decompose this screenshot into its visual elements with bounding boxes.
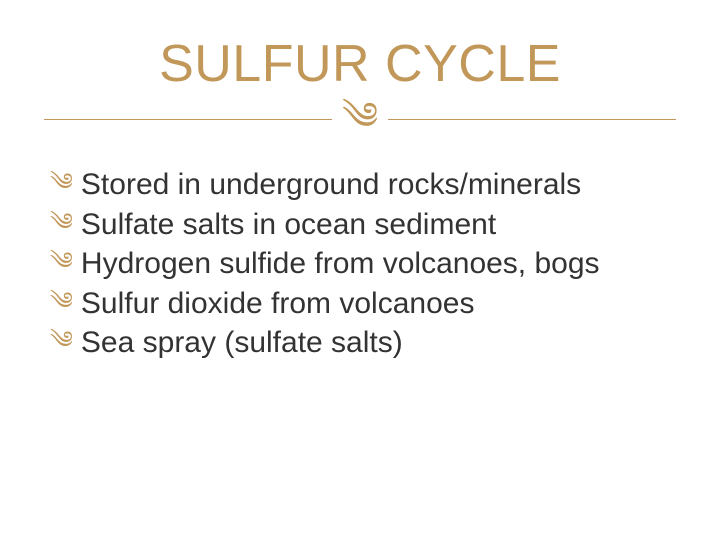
list-item: ༄ Sulfur dioxide from volcanoes — [50, 285, 676, 323]
bullet-icon: ༄ — [50, 289, 73, 317]
slide: SULFUR CYCLE ༄ ༄ Stored in underground r… — [0, 0, 720, 540]
list-item: ༄ Stored in underground rocks/minerals — [50, 166, 676, 204]
bullet-text: Sulfur dioxide from volcanoes — [81, 285, 475, 323]
bullet-icon: ༄ — [50, 328, 73, 356]
list-item: ༄ Sulfate salts in ocean sediment — [50, 206, 676, 244]
bullet-icon: ༄ — [50, 170, 73, 198]
list-item: ༄ Sea spray (sulfate salts) — [50, 324, 676, 362]
divider-line-left — [44, 119, 332, 120]
bullet-text: Sea spray (sulfate salts) — [81, 324, 403, 362]
divider-line-right — [388, 119, 676, 120]
bullet-text: Hydrogen sulfide from volcanoes, bogs — [81, 245, 600, 283]
bullet-list: ༄ Stored in underground rocks/minerals ༄… — [44, 166, 676, 362]
bullet-text: Sulfate salts in ocean sediment — [81, 206, 496, 244]
slide-title: SULFUR CYCLE — [44, 34, 676, 94]
bullet-icon: ༄ — [50, 249, 73, 277]
list-item: ༄ Hydrogen sulfide from volcanoes, bogs — [50, 245, 676, 283]
title-divider: ༄ — [44, 100, 676, 138]
bullet-text: Stored in underground rocks/minerals — [81, 166, 581, 204]
bullet-icon: ༄ — [50, 210, 73, 238]
flourish-icon: ༄ — [342, 98, 378, 136]
